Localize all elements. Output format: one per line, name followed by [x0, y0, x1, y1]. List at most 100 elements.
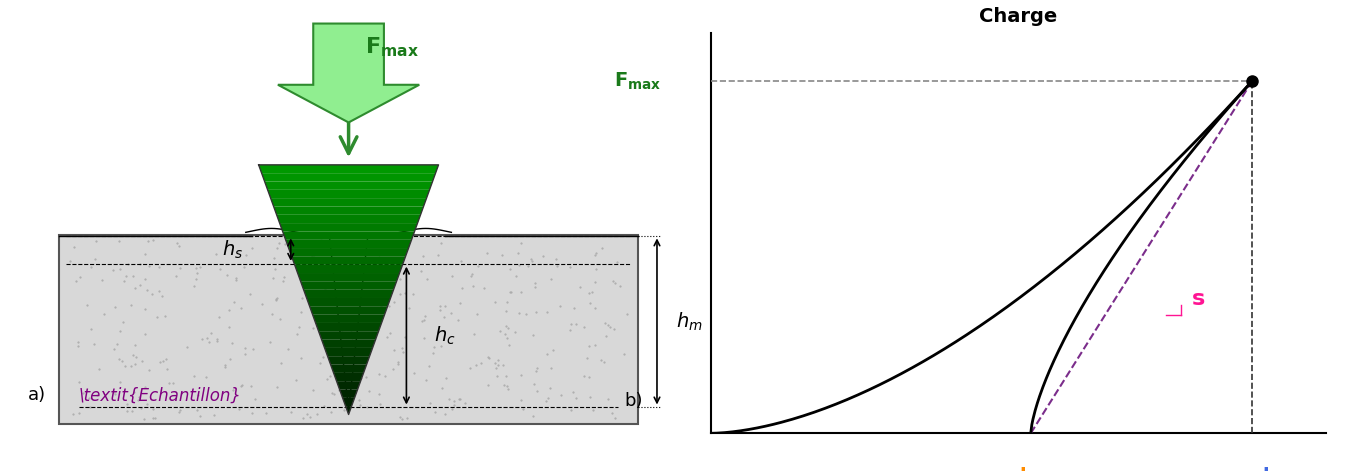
Polygon shape [336, 381, 361, 390]
Point [375, 246, 396, 254]
Point [112, 318, 134, 326]
Point [124, 360, 146, 368]
Point [215, 363, 236, 371]
Point [185, 276, 206, 283]
Point [134, 305, 156, 313]
Point [526, 365, 548, 372]
Point [189, 412, 211, 420]
Point [578, 342, 600, 349]
Point [582, 406, 604, 414]
Polygon shape [291, 256, 406, 265]
Point [584, 251, 606, 259]
Text: b): b) [625, 392, 644, 410]
Point [232, 263, 254, 271]
Point [509, 310, 530, 317]
Point [183, 282, 205, 290]
Point [510, 371, 532, 379]
Point [338, 254, 360, 261]
Point [422, 349, 444, 357]
Point [392, 349, 414, 356]
Point [134, 250, 156, 258]
Point [220, 355, 242, 362]
Point [498, 342, 519, 349]
Point [379, 238, 401, 246]
Point [417, 275, 439, 283]
Point [495, 322, 517, 330]
Point [204, 411, 226, 419]
Point [584, 341, 606, 349]
Point [477, 353, 499, 361]
Point [411, 317, 433, 325]
Point [387, 360, 409, 367]
Text: $h_c$: $h_c$ [435, 325, 455, 347]
Point [62, 410, 83, 418]
Point [142, 414, 164, 422]
Point [67, 342, 89, 350]
Point [265, 296, 287, 304]
Point [116, 260, 138, 268]
Point [63, 243, 85, 251]
Point [319, 373, 340, 380]
Point [134, 330, 156, 338]
Point [77, 301, 98, 309]
Point [165, 272, 187, 279]
Point [573, 372, 595, 379]
Point [607, 258, 629, 266]
Point [435, 374, 457, 382]
Point [231, 381, 253, 389]
Point [521, 257, 543, 264]
Point [429, 239, 451, 246]
Point [152, 357, 174, 365]
Point [137, 237, 159, 245]
Polygon shape [273, 206, 424, 215]
Point [284, 376, 306, 384]
Point [170, 265, 191, 272]
Point [334, 407, 355, 414]
Point [589, 356, 611, 363]
Point [443, 397, 465, 405]
Point [68, 378, 90, 386]
Point [468, 262, 489, 270]
Point [131, 357, 153, 365]
Point [496, 334, 518, 341]
Point [267, 244, 288, 252]
Point [149, 287, 171, 294]
Point [462, 283, 484, 290]
Point [306, 410, 328, 418]
Point [115, 362, 137, 369]
Point [416, 377, 437, 384]
Point [302, 386, 324, 394]
Point [235, 252, 257, 259]
Text: $h_s$: $h_s$ [223, 238, 243, 261]
Polygon shape [324, 348, 373, 356]
Point [303, 280, 325, 288]
Point [290, 308, 312, 316]
Point [350, 401, 372, 409]
Point [138, 263, 160, 270]
Point [260, 338, 282, 346]
Polygon shape [301, 281, 396, 290]
Polygon shape [265, 181, 432, 190]
Point [398, 304, 420, 312]
Point [584, 278, 606, 285]
Point [510, 288, 532, 296]
Point [293, 268, 314, 276]
Point [130, 260, 152, 268]
Point [153, 313, 175, 320]
Point [477, 381, 499, 389]
Point [176, 343, 198, 350]
Point [377, 302, 399, 309]
Point [262, 254, 284, 261]
Point [443, 401, 465, 409]
Point [465, 361, 487, 369]
Point [290, 354, 312, 362]
Point [168, 242, 190, 249]
Point [335, 350, 357, 357]
Polygon shape [261, 173, 436, 181]
Point [231, 304, 253, 312]
Point [593, 358, 615, 366]
Point [324, 325, 346, 333]
Point [612, 351, 634, 358]
Point [584, 305, 606, 312]
Point [391, 415, 413, 423]
